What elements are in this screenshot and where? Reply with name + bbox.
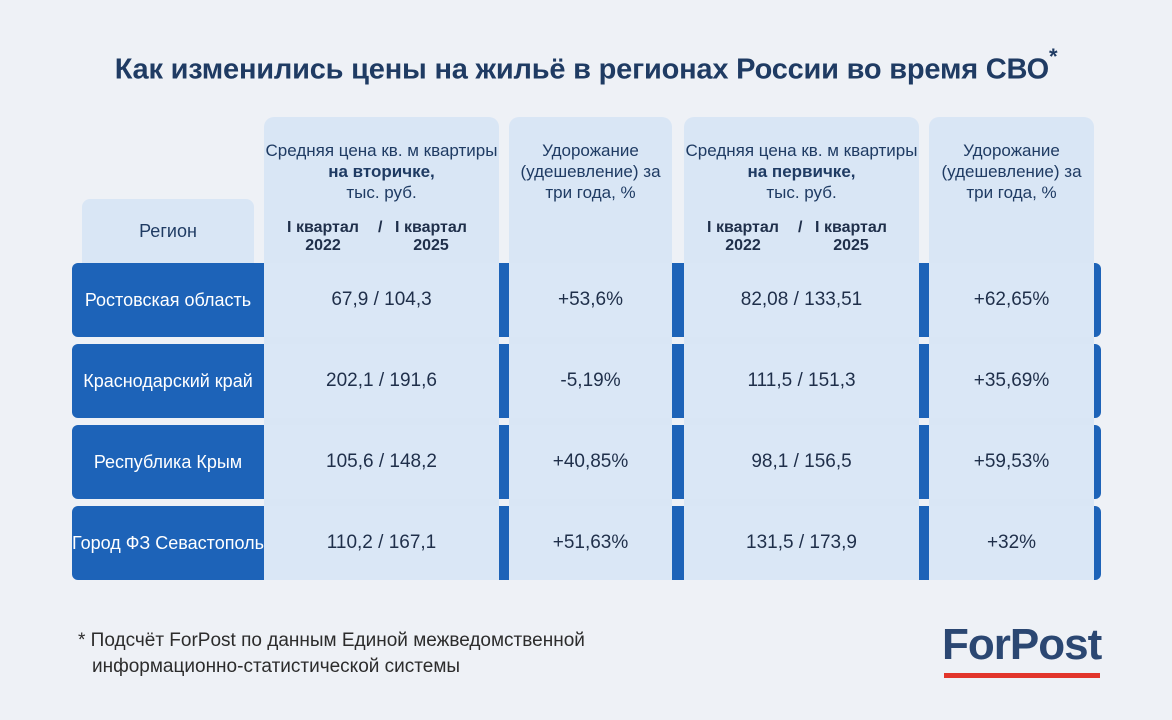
region-name: Республика Крым [93, 451, 243, 472]
region-name: Ростовская область [84, 289, 252, 310]
header-secondary-price: Средняя цена кв. м квартиры на вторичке,… [265, 141, 498, 202]
primary-price: 82,08 / 133,51 [684, 263, 919, 337]
secondary-price: 202,1 / 191,6 [264, 344, 499, 418]
primary-price: 98,1 / 156,5 [684, 425, 919, 499]
title-footnote-mark: * [1048, 44, 1058, 69]
region-name: Город ФЗ Севастополь [72, 532, 264, 553]
region-name: Краснодарский край [83, 370, 253, 391]
table-row: Ростовская область 67,9 / 104,3 +53,6% 8… [72, 263, 1101, 337]
secondary-change: +51,63% [509, 506, 672, 580]
table-row: Краснодарский край 202,1 / 191,6 -5,19% … [72, 344, 1101, 418]
table-row: Республика Крым 105,6 / 148,2 +40,85% 98… [72, 425, 1101, 499]
secondary-change: +40,85% [509, 425, 672, 499]
primary-change: +35,69% [929, 344, 1094, 418]
page-title: Как изменились цены на жильё в регионах … [114, 44, 1058, 86]
forpost-logo: ForPost [942, 620, 1102, 669]
primary-price: 131,5 / 173,9 [684, 506, 919, 580]
primary-price: 111,5 / 151,3 [684, 344, 919, 418]
primary-change: +62,65% [929, 263, 1094, 337]
logo-underline [944, 673, 1100, 678]
secondary-price: 110,2 / 167,1 [264, 506, 499, 580]
footnote: * Подсчёт ForPost по данным Единой межве… [78, 628, 585, 680]
secondary-price: 67,9 / 104,3 [264, 263, 499, 337]
secondary-price: 105,6 / 148,2 [264, 425, 499, 499]
header-primary-change: Удорожание (удешевление) за три года, % [941, 141, 1082, 202]
header-primary-price: Средняя цена кв. м квартиры на первичке,… [685, 141, 918, 202]
footnote-line-1: * Подсчёт ForPost по данным Единой межве… [78, 630, 585, 651]
header-secondary-change: Удорожание (удешевление) за три года, % [520, 141, 661, 202]
primary-change: +59,53% [929, 425, 1094, 499]
secondary-change: +53,6% [509, 263, 672, 337]
header-region: Регион [82, 199, 254, 263]
table-row: Город ФЗ Севастополь 110,2 / 167,1 +51,6… [72, 506, 1101, 580]
secondary-change: -5,19% [509, 344, 672, 418]
primary-change: +32% [929, 506, 1094, 580]
footnote-line-2: информационно-статистической системы [92, 656, 461, 677]
